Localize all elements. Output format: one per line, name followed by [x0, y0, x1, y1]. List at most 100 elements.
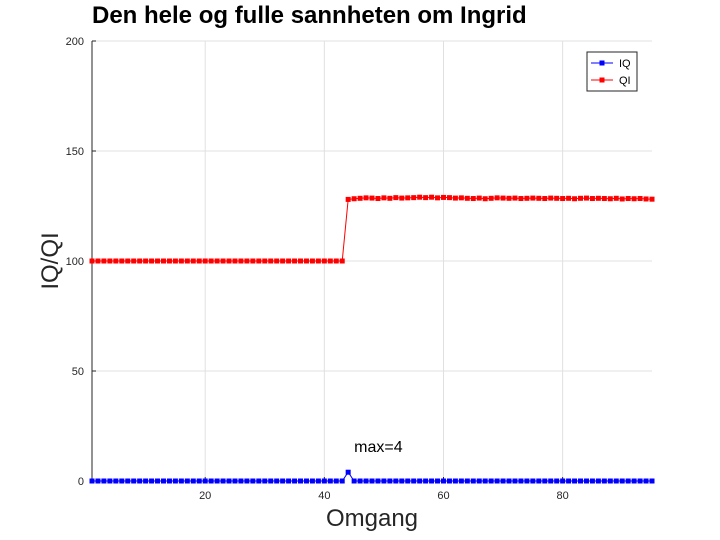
data-point [429, 194, 435, 200]
data-point [95, 258, 101, 264]
data-point [143, 258, 149, 264]
data-point [107, 478, 113, 484]
data-point [440, 478, 446, 484]
data-point [280, 258, 286, 264]
data-point [554, 478, 560, 484]
data-point [256, 258, 262, 264]
legend: IQ QI [586, 51, 638, 92]
data-point [518, 196, 524, 202]
data-point [435, 195, 441, 201]
data-point [160, 478, 166, 484]
data-point [298, 478, 304, 484]
data-point [500, 195, 506, 201]
data-point [411, 195, 417, 201]
data-point [321, 258, 327, 264]
data-point [119, 258, 125, 264]
y-tick-label: 100 [66, 256, 84, 268]
series-qi [89, 194, 655, 264]
data-point [244, 478, 250, 484]
data-point [268, 478, 274, 484]
data-point [554, 195, 560, 201]
data-point [315, 258, 321, 264]
data-point [333, 258, 339, 264]
data-point [232, 478, 238, 484]
data-point [619, 196, 625, 202]
data-point [578, 195, 584, 201]
max-annotation: max=4 [354, 439, 403, 456]
y-tick-label: 200 [66, 36, 84, 48]
data-point [262, 478, 268, 484]
data-point [631, 478, 637, 484]
data-point [417, 478, 423, 484]
data-point [619, 478, 625, 484]
data-point [155, 258, 161, 264]
data-point [160, 258, 166, 264]
data-point [238, 258, 244, 264]
data-point [357, 195, 363, 201]
data-point [196, 258, 202, 264]
data-point [464, 195, 470, 201]
legend-entry: IQ [619, 58, 631, 70]
data-point [393, 478, 399, 484]
data-point [583, 195, 589, 201]
data-point [89, 258, 95, 264]
data-point [339, 258, 345, 264]
data-point [351, 478, 357, 484]
data-point [423, 195, 429, 201]
data-point [488, 478, 494, 484]
data-point [446, 478, 452, 484]
data-point [256, 478, 262, 484]
data-point [506, 195, 512, 201]
data-point [351, 196, 357, 202]
data-point [560, 196, 566, 202]
data-point [137, 478, 143, 484]
data-point [613, 478, 619, 484]
data-point [95, 478, 101, 484]
data-point [512, 195, 518, 201]
x-tick-label: 40 [318, 490, 330, 502]
data-point [500, 478, 506, 484]
data-point [125, 478, 131, 484]
data-point [369, 195, 375, 201]
data-point [292, 478, 298, 484]
data-point [196, 478, 202, 484]
data-point [345, 196, 351, 202]
data-point [637, 478, 643, 484]
data-point [482, 196, 488, 202]
data-point [345, 469, 351, 475]
data-point [220, 258, 226, 264]
data-point [119, 478, 125, 484]
data-point [470, 196, 476, 202]
data-point [298, 258, 304, 264]
data-point [327, 258, 333, 264]
data-point [149, 478, 155, 484]
data-point [613, 195, 619, 201]
data-point [452, 195, 458, 201]
data-point [101, 478, 107, 484]
data-point [369, 478, 375, 484]
data-point [476, 478, 482, 484]
data-point [226, 478, 232, 484]
data-point [631, 196, 637, 202]
data-point [381, 195, 387, 201]
data-point [149, 258, 155, 264]
data-point [458, 478, 464, 484]
data-point [524, 195, 530, 201]
data-point [375, 196, 381, 202]
data-point [113, 478, 119, 484]
data-point [214, 258, 220, 264]
data-point [542, 196, 548, 202]
data-point [220, 478, 226, 484]
data-point [202, 478, 208, 484]
data-point [405, 195, 411, 201]
data-point [244, 258, 250, 264]
data-point [405, 478, 411, 484]
data-point [214, 478, 220, 484]
data-point [488, 195, 494, 201]
data-point [446, 195, 452, 201]
data-point [250, 258, 256, 264]
x-tick-label: 80 [557, 490, 569, 502]
data-point [494, 195, 500, 201]
data-point [458, 195, 464, 201]
data-point [190, 478, 196, 484]
